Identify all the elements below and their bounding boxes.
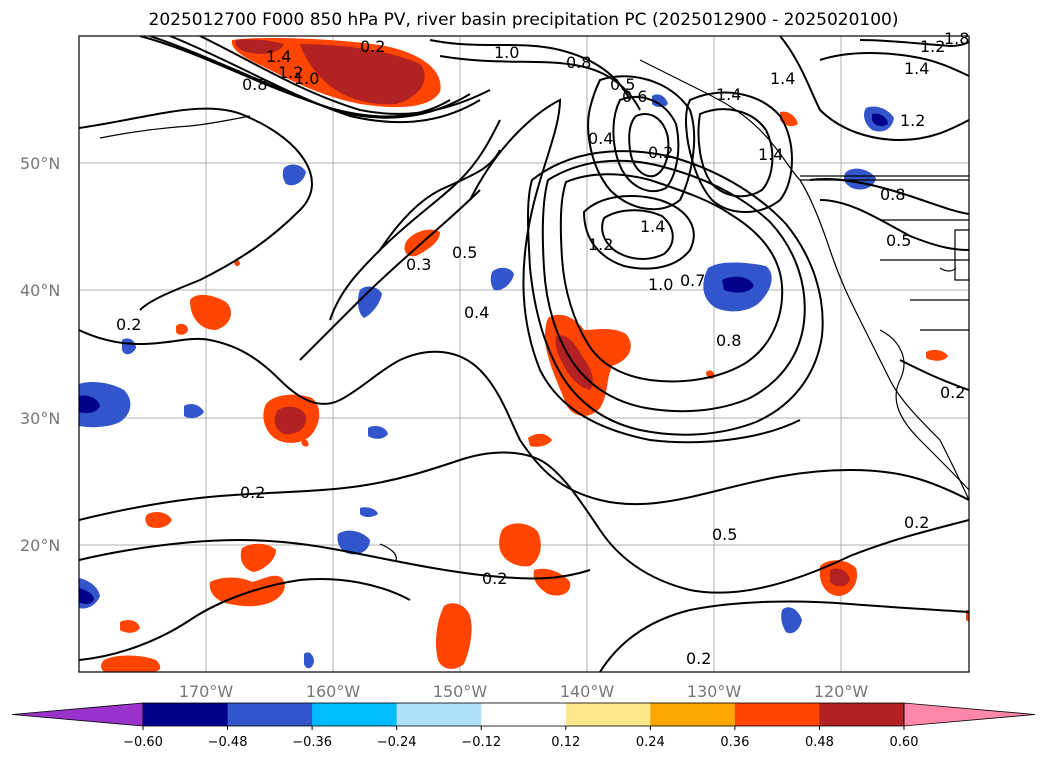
lon-label: 170°W [179,682,234,701]
contour-label: 0.2 [360,37,385,56]
colorbar-tick-label: −0.24 [377,735,417,750]
lat-label: 50°N [20,154,60,173]
colorbar-swatch [734,703,820,726]
colorbar-tick-label: 0.24 [636,735,665,750]
contour-label: 1.8 [944,29,969,48]
contour-label: 1.0 [648,275,673,294]
contour-label: 0.3 [406,255,431,274]
colorbar-tick-label: −0.48 [208,735,248,750]
lon-label: 150°W [433,682,488,701]
colorbar-swatch [819,703,905,726]
colorbar-tick-label: 0.48 [805,735,834,750]
contour-label: 0.5 [886,231,911,250]
map-title: 2025012700 F000 850 hPa PV, river basin … [148,10,899,30]
colorbar-outline [142,702,905,727]
colorbar-swatch [143,703,229,726]
contour-label: 0.8 [880,185,905,204]
contour-label: 1.4 [640,217,665,236]
contour-label: 0.2 [648,143,673,162]
colorbar-swatch [481,703,567,726]
lon-label: 140°W [560,682,615,701]
contour-label: 0.5 [452,243,477,262]
contour-label: 0.8 [566,53,591,72]
colorbar-swatch [396,703,482,726]
colorbar-swatch [565,703,651,726]
contour-label: 1.4 [716,85,741,104]
pv-contours [79,36,969,672]
colorbar-tick-label: −0.60 [123,735,163,750]
contour-label: 1.4 [904,59,929,78]
colorbar-swatches [11,702,1036,727]
contour-label: 1.0 [294,69,319,88]
contour-label: 0.8 [242,75,267,94]
contour-label: 0.7 [680,271,705,290]
graticule [79,36,969,672]
colorbar-ticks: −0.60 −0.48 −0.36 −0.24 −0.12 0.12 0.24 0.36 0.4… [123,726,918,750]
colorbar: −0.60 −0.48 −0.36 −0.24 −0.12 0.12 0.24 0.36 0.4… [11,702,1036,750]
lat-label: 40°N [20,281,60,300]
lon-label: 160°W [306,682,361,701]
map-frame [78,35,970,673]
contour-label: 0.2 [686,649,711,668]
colorbar-swatch [227,703,313,726]
contour-label: 1.2 [588,235,613,254]
lat-label: 30°N [20,409,60,428]
contour-label: 1.2 [278,63,303,82]
contour-label: 0.2 [904,513,929,532]
map-plot-area [79,36,969,672]
colorbar-swatch [312,703,398,726]
contour-label: 0.8 [716,331,741,350]
colorbar-tick-label: 0.12 [551,735,580,750]
longitude-axis: 170°W 160°W 150°W 140°W 130°W 120°W [179,682,869,701]
colorbar-over-swatch [903,702,1036,727]
latitude-axis: 50°N 40°N 30°N 20°N [20,154,60,555]
contour-label: 1.4 [770,69,795,88]
contour-label: 0.6 [622,87,647,106]
contour-label: 0.5 [610,75,635,94]
lon-label: 120°W [814,682,869,701]
contour-label: 1.0 [494,43,519,62]
precip-fill-positive [101,37,969,672]
contour-label: 0.2 [240,483,265,502]
contour-label: 1.4 [758,145,783,164]
contour-label: 0.2 [116,315,141,334]
contour-label: 0.2 [482,569,507,588]
colorbar-swatch [650,703,736,726]
contour-label: 1.2 [920,37,945,56]
colorbar-under-swatch [11,702,144,727]
lat-label: 20°N [20,536,60,555]
contour-label: 0.4 [588,129,613,148]
lon-label: 130°W [687,682,742,701]
coastline [99,59,969,561]
colorbar-tick-label: 0.36 [720,735,749,750]
contour-label: 1.4 [266,47,291,66]
contour-label: 0.2 [940,383,965,402]
colorbar-tick-label: 0.60 [890,735,919,750]
contour-label: 0.4 [464,303,489,322]
precip-fill-negative [79,94,894,669]
colorbar-tick-label: −0.36 [292,735,332,750]
colorbar-tick-label: −0.12 [461,735,501,750]
contour-label: 0.5 [712,525,737,544]
contour-label: 1.2 [900,111,925,130]
contour-label-group: 1.4 1.2 1.0 0.8 0.2 1.0 0.8 0.5 0.6 0.4 … [116,29,969,668]
